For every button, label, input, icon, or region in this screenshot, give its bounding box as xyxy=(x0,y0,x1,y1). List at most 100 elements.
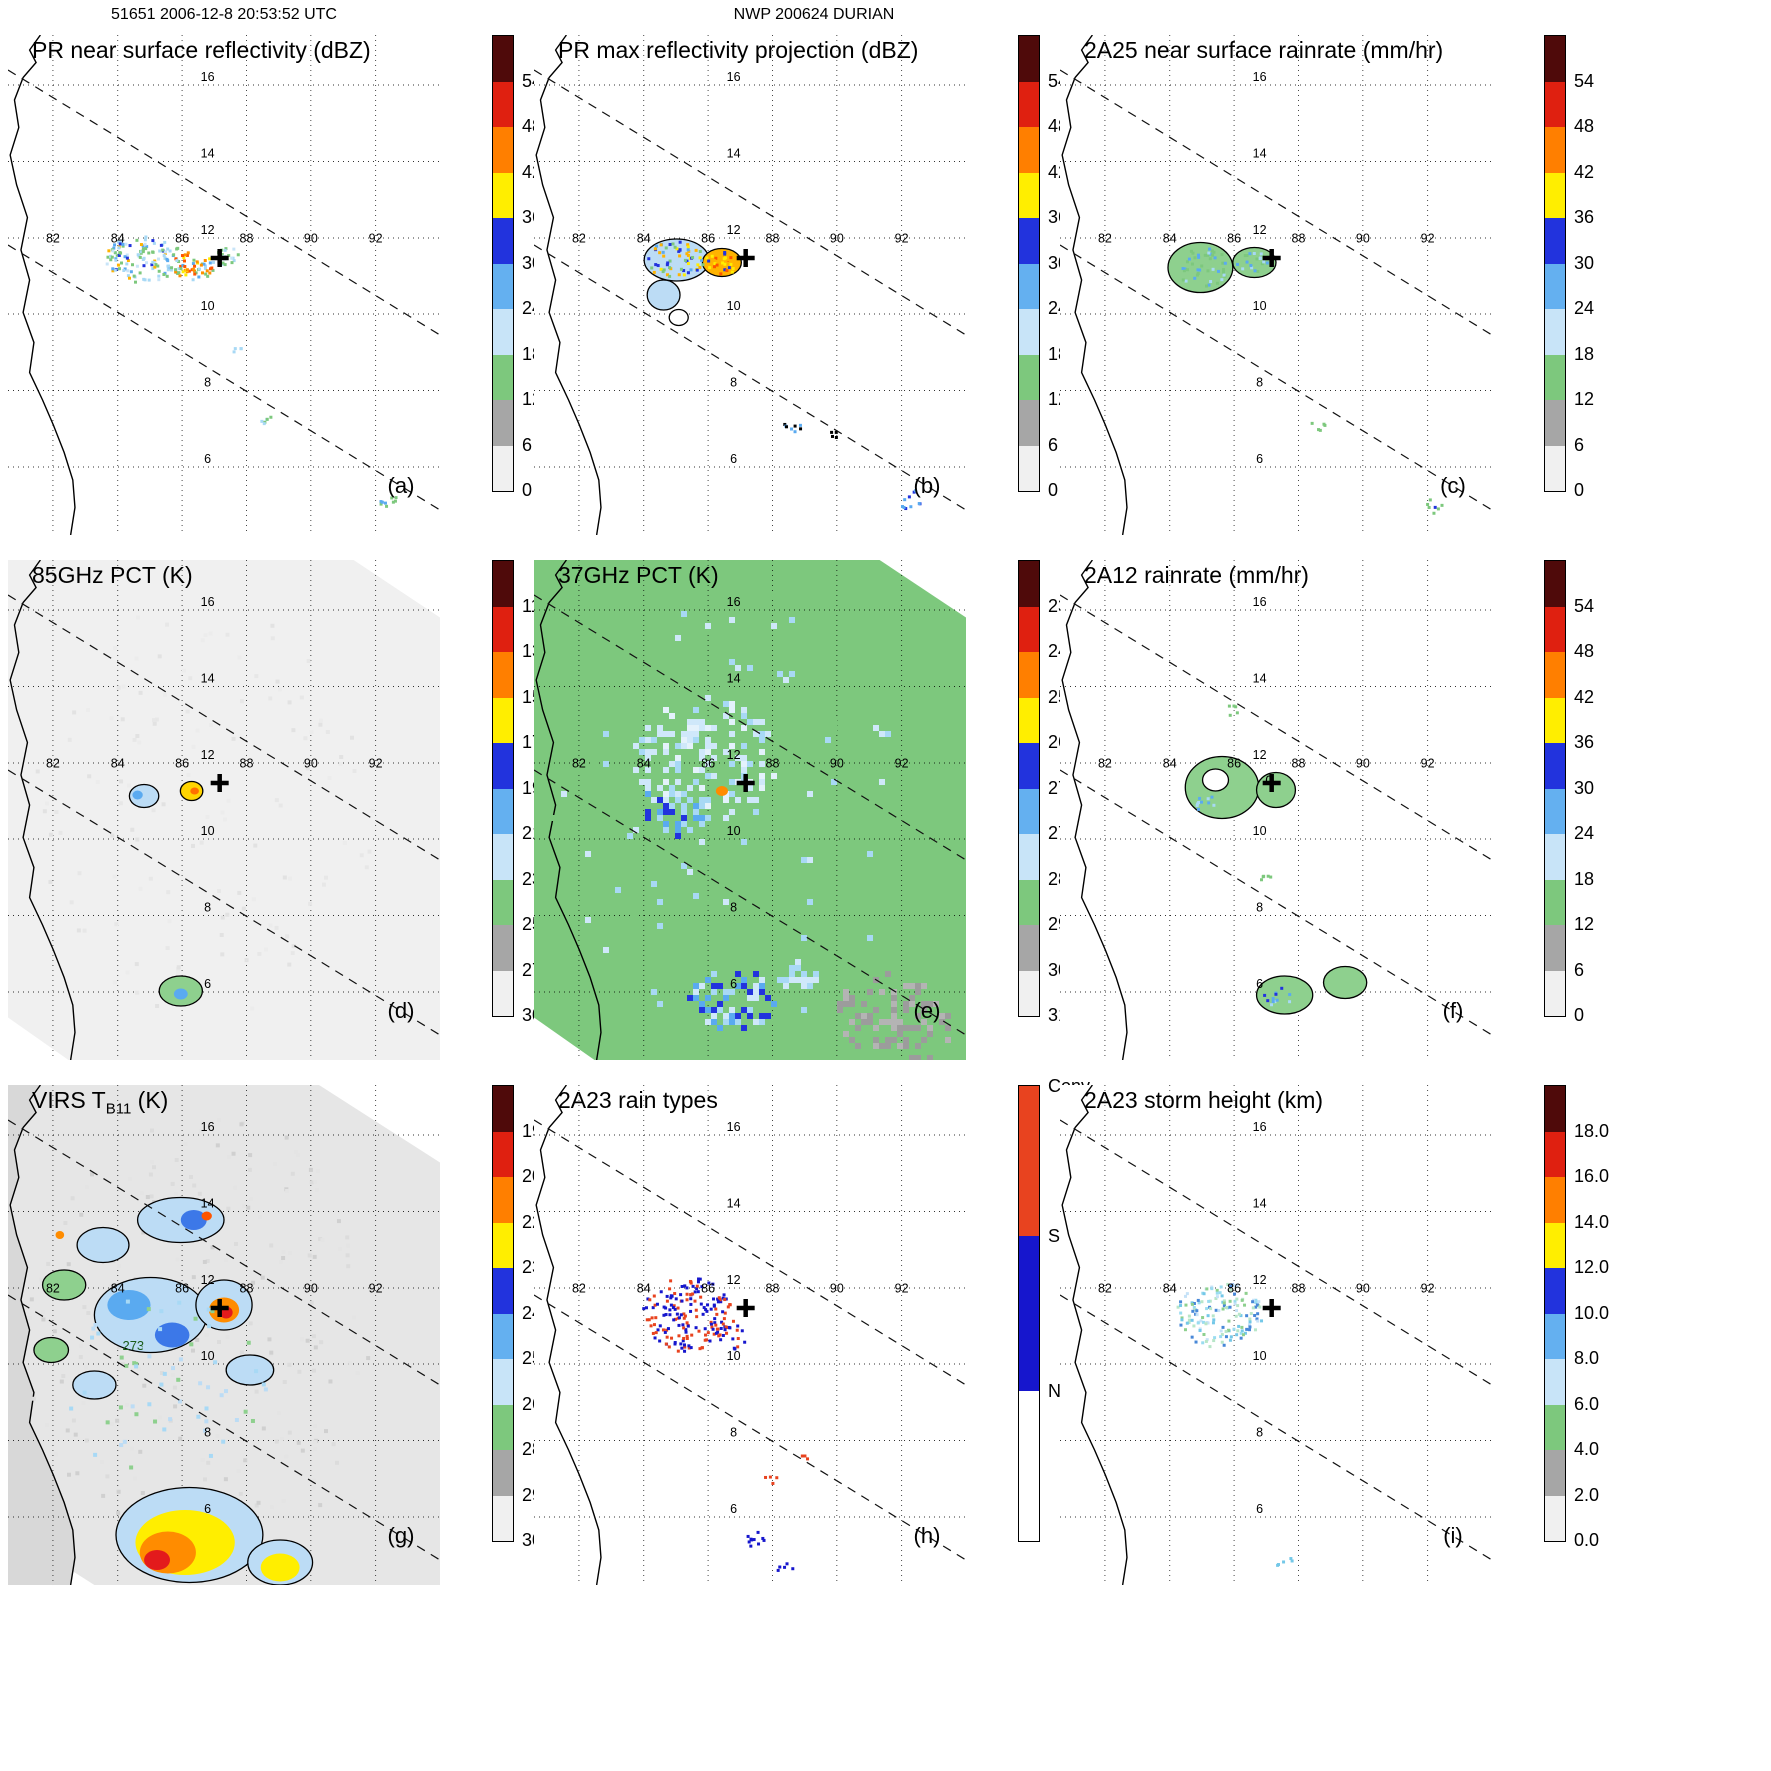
data-pixel xyxy=(903,498,907,502)
data-pixel xyxy=(741,725,747,731)
swath-edge-line xyxy=(534,69,966,336)
rain-feature xyxy=(132,790,143,800)
colorbar-segment xyxy=(1019,925,1039,971)
data-pixel xyxy=(663,743,669,749)
data-pixel xyxy=(689,1297,693,1301)
data-pixel xyxy=(1193,1308,1197,1312)
data-pixel xyxy=(783,1565,787,1569)
data-pixel xyxy=(213,1360,218,1365)
data-pixel xyxy=(674,1297,678,1301)
data-pixel xyxy=(668,266,672,270)
data-pixel xyxy=(158,249,162,253)
data-pixel xyxy=(1310,421,1314,425)
data-pixel xyxy=(164,250,168,254)
data-pixel xyxy=(915,1013,921,1019)
data-pixel xyxy=(683,1345,687,1349)
data-pixel xyxy=(105,1474,110,1479)
colorbar-tick: 6 xyxy=(1574,434,1585,455)
data-pixel xyxy=(148,1172,153,1177)
data-pixel xyxy=(689,1309,693,1313)
data-pixel xyxy=(685,1286,689,1290)
latitude-label: 10 xyxy=(727,1349,741,1363)
data-pixel xyxy=(1250,266,1254,270)
data-pixel xyxy=(237,655,242,660)
data-pixel xyxy=(1215,281,1219,285)
data-pixel xyxy=(1241,267,1245,271)
data-pixel xyxy=(181,668,186,673)
data-pixel xyxy=(177,267,181,271)
data-pixel xyxy=(124,1402,129,1407)
data-pixel xyxy=(231,736,236,741)
colorbar-segment xyxy=(493,606,513,652)
sensor-swath xyxy=(8,560,440,1060)
data-pixel xyxy=(867,779,873,785)
colorbar-segment xyxy=(1545,36,1565,82)
data-pixel xyxy=(170,266,174,270)
longitude-label: 84 xyxy=(1163,757,1177,771)
data-pixel xyxy=(345,1253,350,1258)
data-pixel xyxy=(1220,278,1224,282)
data-pixel xyxy=(713,262,717,266)
latitude-label: 10 xyxy=(727,299,741,313)
data-pixel xyxy=(711,743,717,749)
colorbar-segment xyxy=(493,1495,513,1541)
data-pixel xyxy=(686,243,690,247)
data-pixel xyxy=(1244,1291,1248,1295)
data-pixel xyxy=(673,1342,677,1346)
data-pixel xyxy=(205,814,210,819)
data-pixel xyxy=(132,1361,137,1366)
data-pixel xyxy=(693,893,699,899)
data-pixel xyxy=(178,1357,183,1362)
colorbar-segment xyxy=(1545,1495,1565,1541)
panel-f: 2A12 rainrate (mm/hr) 0 82 84 86 88 90 92 16 14 12… xyxy=(1060,560,1594,1080)
data-pixel xyxy=(142,1345,147,1350)
data-pixel xyxy=(152,721,157,726)
data-pixel xyxy=(668,1287,672,1291)
data-pixel xyxy=(697,1329,701,1333)
data-pixel xyxy=(163,256,167,260)
data-pixel xyxy=(644,1306,648,1310)
data-pixel xyxy=(651,821,657,827)
data-pixel xyxy=(747,665,753,671)
data-pixel xyxy=(627,713,633,719)
data-pixel xyxy=(269,1350,274,1355)
data-pixel xyxy=(190,1348,195,1353)
data-pixel xyxy=(126,783,131,788)
data-pixel xyxy=(861,1019,867,1025)
data-pixel xyxy=(1260,878,1264,882)
data-pixel xyxy=(729,617,735,623)
latitude-label: 14 xyxy=(201,147,215,161)
data-pixel xyxy=(716,1297,720,1301)
data-pixel xyxy=(232,350,236,354)
data-pixel xyxy=(117,1345,122,1350)
data-pixel xyxy=(687,719,693,725)
data-pixel xyxy=(659,1290,663,1294)
data-pixel xyxy=(653,247,657,251)
data-pixel xyxy=(335,1460,340,1465)
data-pixel xyxy=(284,1135,289,1140)
data-pixel xyxy=(669,731,675,737)
data-pixel xyxy=(679,1293,683,1297)
data-pixel xyxy=(712,1303,716,1307)
colorbar-segment xyxy=(1019,309,1039,355)
rain-feature xyxy=(715,786,728,796)
swath-edge-line xyxy=(8,1119,440,1386)
data-pixel xyxy=(855,1043,861,1049)
data-pixel xyxy=(897,1019,903,1025)
longitude-label: 82 xyxy=(46,232,60,246)
data-pixel xyxy=(113,251,117,255)
data-pixel xyxy=(795,965,801,971)
data-pixel xyxy=(1202,1333,1206,1337)
data-pixel xyxy=(706,1331,710,1335)
data-pixel xyxy=(681,803,687,809)
data-pixel xyxy=(185,268,189,272)
data-pixel xyxy=(109,1421,114,1426)
data-pixel xyxy=(670,1294,674,1298)
data-pixel xyxy=(394,496,398,500)
data-pixel xyxy=(921,1019,927,1025)
data-pixel xyxy=(709,1322,713,1326)
data-pixel xyxy=(125,970,130,975)
data-pixel xyxy=(765,731,771,737)
data-pixel xyxy=(177,271,181,275)
